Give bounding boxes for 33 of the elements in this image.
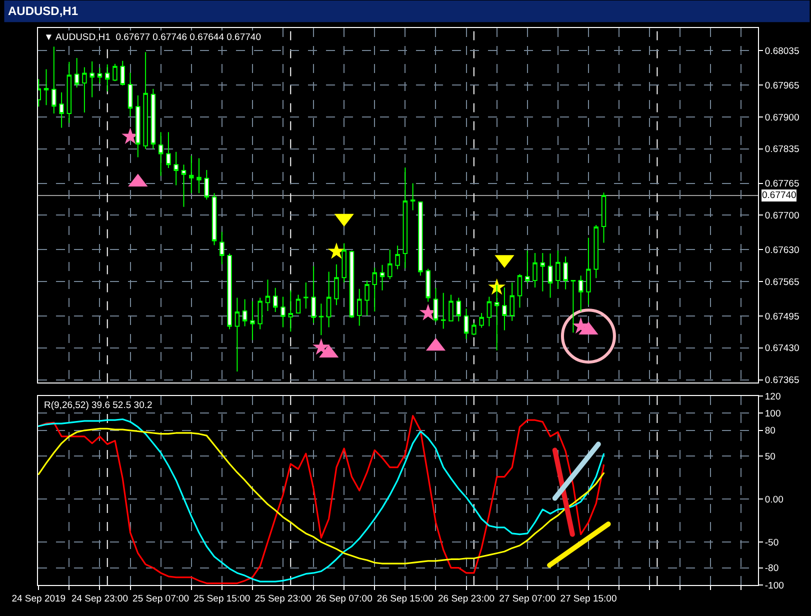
y-tick-label: 0.67835 — [764, 144, 800, 156]
chart-title: AUDUSD,H1 — [8, 4, 78, 18]
ref-line-label: 0.67740 — [762, 190, 796, 201]
y-tick-label: 0.67430 — [764, 343, 800, 354]
chart-subtitle: ▼ AUDUSD,H1 0.67677 0.67746 0.67644 0.67740 — [44, 32, 261, 43]
x-tick-label: 24 Sep 2019 — [12, 593, 66, 604]
text: R(9,26,52) 39.6 52.5 30.2 — [44, 400, 152, 411]
y-tick-label: 100 — [764, 408, 781, 420]
x-tick-label: 26 Sep 07:00 — [316, 593, 372, 604]
x-tick-label: 26 Sep 15:00 — [376, 593, 434, 604]
x-tick-label: 25 Sep 15:00 — [194, 593, 250, 604]
y-tick-label: 0.68035 — [764, 46, 800, 57]
y-tick-label: 0.67565 — [764, 276, 800, 288]
y-tick-label: 0.67495 — [764, 311, 800, 322]
y-tick-label: -80 — [764, 563, 779, 574]
y-tick-label: 120 — [764, 391, 781, 402]
x-tick-label: 25 Sep 23:00 — [254, 593, 312, 604]
y-tick-label: 0.00 — [764, 494, 784, 506]
y-tick-label: 0.67365 — [764, 375, 800, 386]
y-tick-label: -50 — [764, 537, 779, 548]
y-tick-label: 0.67630 — [764, 244, 800, 256]
y-tick-label: 80 — [764, 426, 776, 437]
x-tick-label: 27 Sep 07:00 — [499, 593, 556, 604]
y-tick-label: -100 — [764, 580, 784, 592]
y-tick-label: 0.67700 — [764, 210, 800, 222]
y-tick-label: 0.67900 — [764, 112, 800, 124]
x-tick-label: 27 Sep 15:00 — [560, 593, 617, 604]
x-tick-label: 26 Sep 23:00 — [438, 593, 495, 604]
x-tick-label: 24 Sep 23:00 — [71, 593, 128, 604]
x-tick-label: 25 Sep 07:00 — [132, 593, 190, 604]
y-tick-label: 0.67965 — [764, 80, 800, 92]
y-tick-label: 50 — [764, 452, 776, 462]
y-tick-label: 0.67765 — [764, 178, 800, 190]
